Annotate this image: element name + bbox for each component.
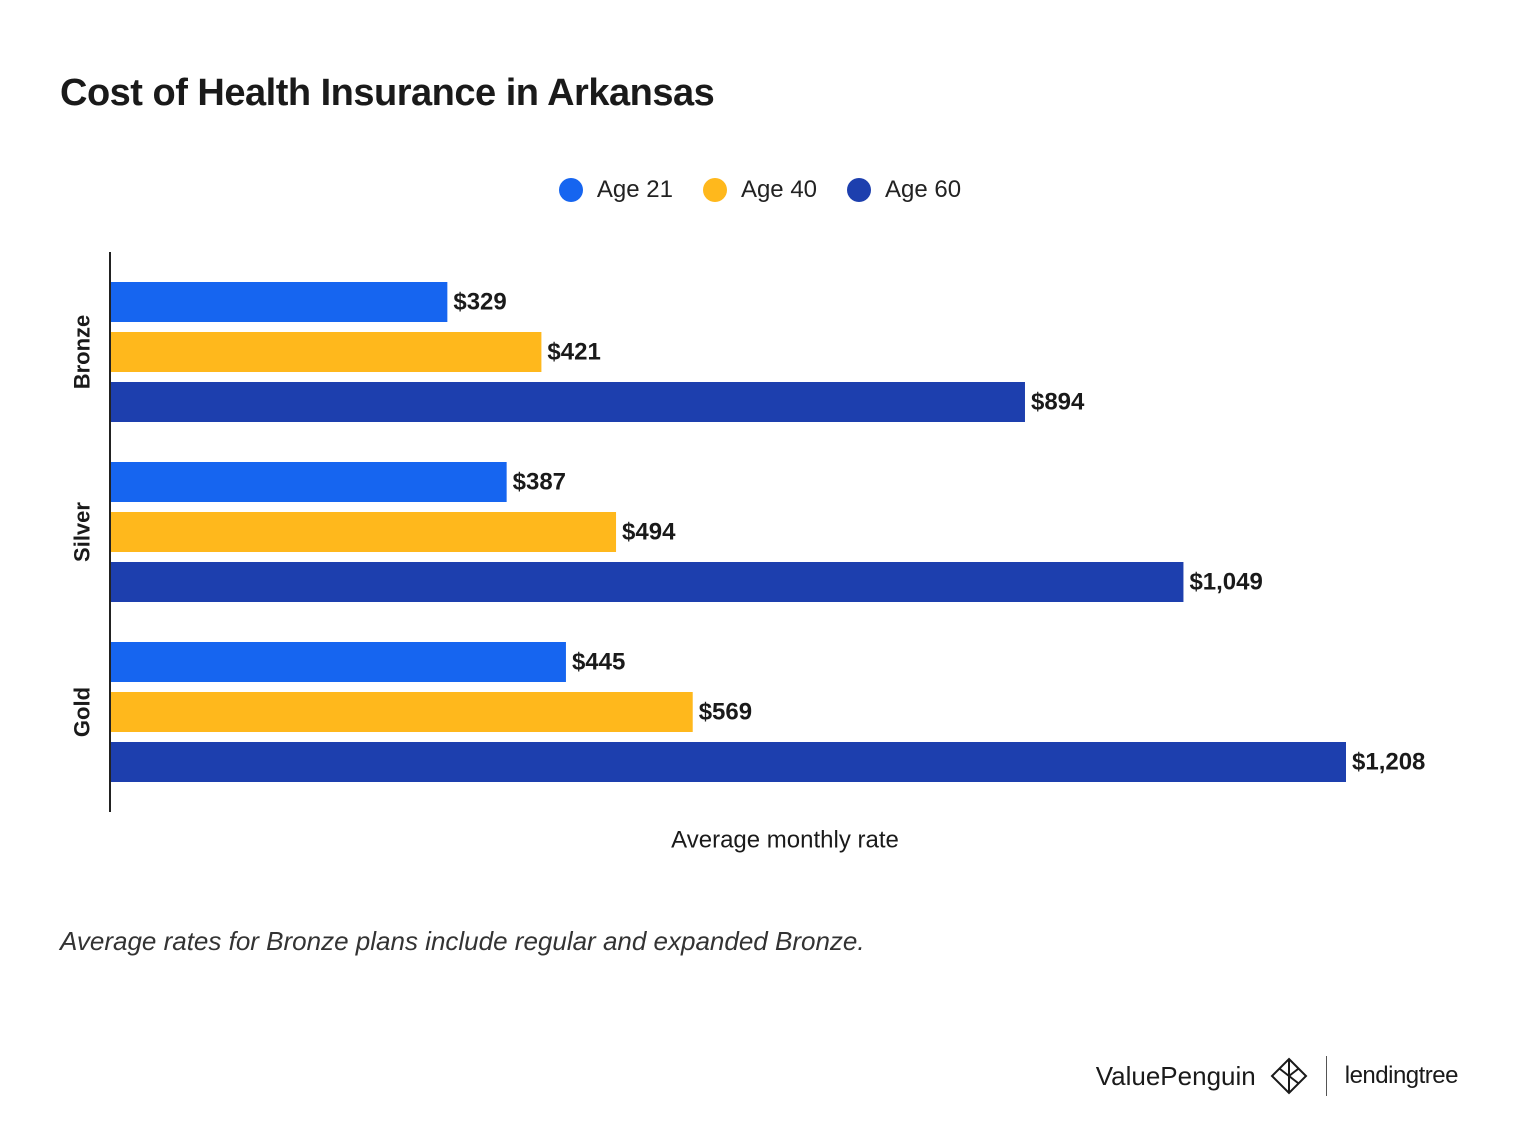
chart-title: Cost of Health Insurance in Arkansas xyxy=(60,72,715,114)
data-label-gold-age-40: $569 xyxy=(699,699,752,726)
bar-bronze-age-21 xyxy=(111,282,448,322)
x-axis-title: Average monthly rate xyxy=(671,827,899,854)
chart-footnote: Average rates for Bronze plans include r… xyxy=(60,926,865,956)
brand-divider xyxy=(1325,1056,1327,1096)
data-label-silver-age-40: $494 xyxy=(622,519,676,546)
bar-gold-age-21 xyxy=(111,642,566,682)
category-label-silver: Silver xyxy=(70,502,95,562)
bar-silver-age-21 xyxy=(111,462,507,502)
valuepenguin-wordmark: ValuePenguin xyxy=(1095,1060,1256,1091)
bar-bronze-age-60 xyxy=(111,382,1025,422)
legend-item-age-60: Age 60 xyxy=(847,176,961,204)
data-label-bronze-age-40: $421 xyxy=(547,339,600,366)
data-label-silver-age-60: $1,049 xyxy=(1189,569,1262,596)
bar-silver-age-40 xyxy=(111,512,617,552)
category-label-gold: Gold xyxy=(70,687,95,737)
bar-bronze-age-40 xyxy=(111,332,542,372)
branding: ValuePenguin lendingtree xyxy=(1095,1056,1459,1096)
lendingtree-wordmark: lendingtree xyxy=(1344,1062,1459,1089)
legend-label-age-60: Age 60 xyxy=(885,176,962,203)
bar-gold-age-60 xyxy=(111,742,1346,782)
legend-swatch-age-40 xyxy=(702,178,727,202)
category-label-bronze: Bronze xyxy=(70,315,95,390)
legend-label-age-21: Age 21 xyxy=(596,176,673,203)
data-label-silver-age-21: $387 xyxy=(513,469,566,496)
data-label-gold-age-21: $445 xyxy=(572,649,625,676)
legend-item-age-21: Age 21 xyxy=(558,176,673,204)
data-label-gold-age-60: $1,208 xyxy=(1352,749,1425,776)
legend-swatch-age-60 xyxy=(847,178,872,202)
penguin-diamond-icon xyxy=(1270,1057,1308,1095)
bar-chart: Bronze $329 $421 $894 Silver $387 $494 $1,049 Go… xyxy=(70,252,1425,854)
bar-silver-age-60 xyxy=(111,562,1184,602)
data-label-bronze-age-21: $329 xyxy=(453,289,506,316)
legend-swatch-age-21 xyxy=(558,178,583,202)
chart-legend: Age 21 Age 40 Age 60 xyxy=(0,176,1520,204)
bar-gold-age-40 xyxy=(111,692,693,732)
legend-label-age-40: Age 40 xyxy=(740,176,818,203)
legend-item-age-40: Age 40 xyxy=(702,176,818,204)
data-label-bronze-age-60: $894 xyxy=(1031,389,1085,416)
